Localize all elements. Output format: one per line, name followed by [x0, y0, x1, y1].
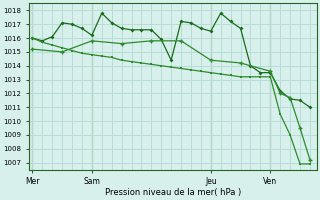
X-axis label: Pression niveau de la mer( hPa ): Pression niveau de la mer( hPa ) [105, 188, 241, 197]
